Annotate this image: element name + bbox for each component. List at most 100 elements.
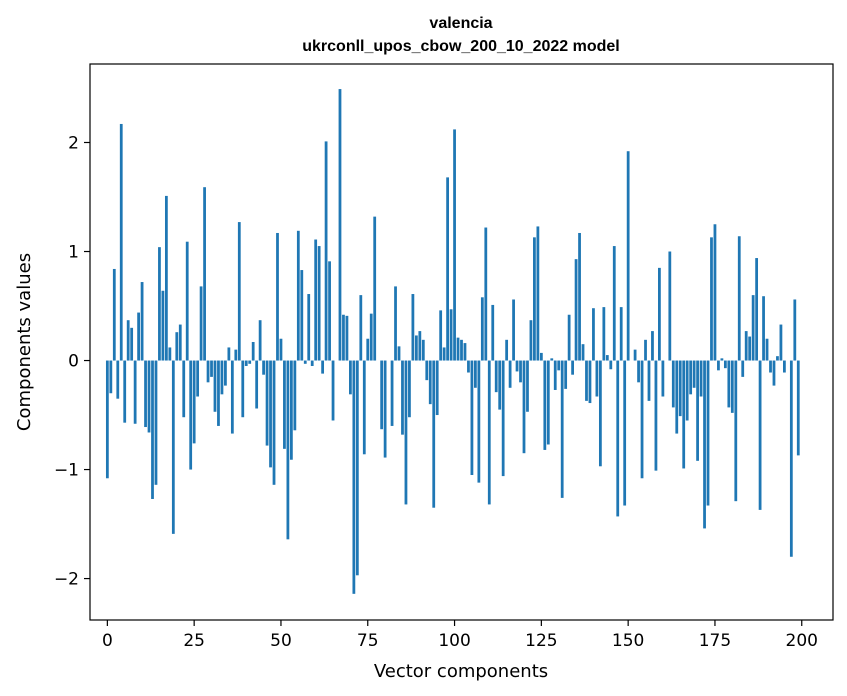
bar xyxy=(296,230,300,361)
x-tick-label: 100 xyxy=(438,631,470,651)
bar xyxy=(616,360,620,517)
bar xyxy=(682,360,686,469)
bar xyxy=(474,360,477,388)
bar xyxy=(710,237,713,361)
bar xyxy=(355,360,359,576)
bar xyxy=(262,360,265,375)
bar xyxy=(699,360,703,397)
chart-subtitle: ukrconll_upos_cbow_200_10_2022 model xyxy=(302,38,619,55)
bar xyxy=(289,360,293,460)
x-tick-label: 0 xyxy=(102,631,113,651)
bar xyxy=(217,360,220,426)
bar xyxy=(380,360,384,430)
bar xyxy=(300,270,304,361)
bar xyxy=(460,339,463,361)
chart-title: valencia xyxy=(429,15,492,32)
bar xyxy=(314,239,318,361)
bar xyxy=(303,360,307,364)
x-tick-label: 200 xyxy=(786,631,818,651)
bar xyxy=(133,360,137,424)
bar xyxy=(595,360,599,397)
bar xyxy=(362,360,366,455)
bar xyxy=(564,360,568,389)
x-tick-label: 25 xyxy=(183,631,205,651)
bar xyxy=(199,286,203,361)
x-tick-label: 175 xyxy=(699,631,731,651)
bar xyxy=(359,295,363,361)
bar xyxy=(526,360,529,412)
bar xyxy=(237,222,241,361)
bar xyxy=(442,347,446,361)
plot-frame xyxy=(89,63,834,621)
bar xyxy=(508,360,512,388)
bar xyxy=(744,331,748,361)
bar xyxy=(182,360,186,418)
bar xyxy=(494,360,498,393)
y-tick-label: 2 xyxy=(68,133,79,153)
bar xyxy=(605,355,609,361)
bar xyxy=(623,360,627,506)
bar xyxy=(154,360,158,485)
x-tick-label: 75 xyxy=(357,631,379,651)
bar xyxy=(734,360,738,502)
bar xyxy=(529,320,533,361)
y-tick-label: 0 xyxy=(68,352,79,372)
bar xyxy=(224,360,227,386)
bar xyxy=(789,360,793,557)
bar xyxy=(109,360,113,394)
bar xyxy=(456,337,460,361)
bar xyxy=(588,360,592,404)
y-axis-label: Components values xyxy=(14,253,35,431)
bar xyxy=(484,227,488,361)
bar xyxy=(286,360,290,540)
bar xyxy=(703,360,706,529)
bar xyxy=(272,360,276,485)
bar xyxy=(321,360,325,374)
bar xyxy=(706,360,710,506)
bar xyxy=(269,360,272,468)
bar xyxy=(192,360,196,444)
bar xyxy=(477,360,481,483)
bar xyxy=(210,360,213,377)
bar xyxy=(119,123,123,361)
bar xyxy=(244,360,248,366)
bar xyxy=(144,360,147,428)
bar xyxy=(418,331,422,361)
bar xyxy=(557,360,561,371)
bar xyxy=(446,177,449,361)
bar xyxy=(432,360,436,508)
bar xyxy=(164,195,168,361)
bar xyxy=(397,346,401,361)
bar xyxy=(647,360,651,401)
bar xyxy=(692,360,696,388)
bar xyxy=(196,360,200,397)
bar xyxy=(453,129,456,361)
bar xyxy=(585,360,588,401)
bar xyxy=(723,360,727,369)
bar xyxy=(644,339,647,361)
bar xyxy=(203,187,206,361)
bar xyxy=(185,241,189,361)
x-axis-label: Vector components xyxy=(374,661,548,682)
bar xyxy=(227,347,231,361)
bar xyxy=(449,309,453,361)
bar xyxy=(522,360,526,454)
bar xyxy=(383,360,387,458)
bar xyxy=(612,246,616,361)
bar xyxy=(168,347,172,361)
bar xyxy=(390,360,394,426)
bar xyxy=(658,267,661,361)
bar xyxy=(505,339,509,361)
bar xyxy=(737,236,741,361)
bar xyxy=(158,247,161,361)
bar xyxy=(543,360,547,450)
bar xyxy=(539,352,543,361)
bar xyxy=(401,360,404,435)
bar xyxy=(578,232,581,361)
bar xyxy=(533,237,536,361)
bar xyxy=(161,290,165,361)
bar xyxy=(435,360,439,416)
bar xyxy=(220,360,224,395)
y-tick-label: 1 xyxy=(68,243,79,263)
